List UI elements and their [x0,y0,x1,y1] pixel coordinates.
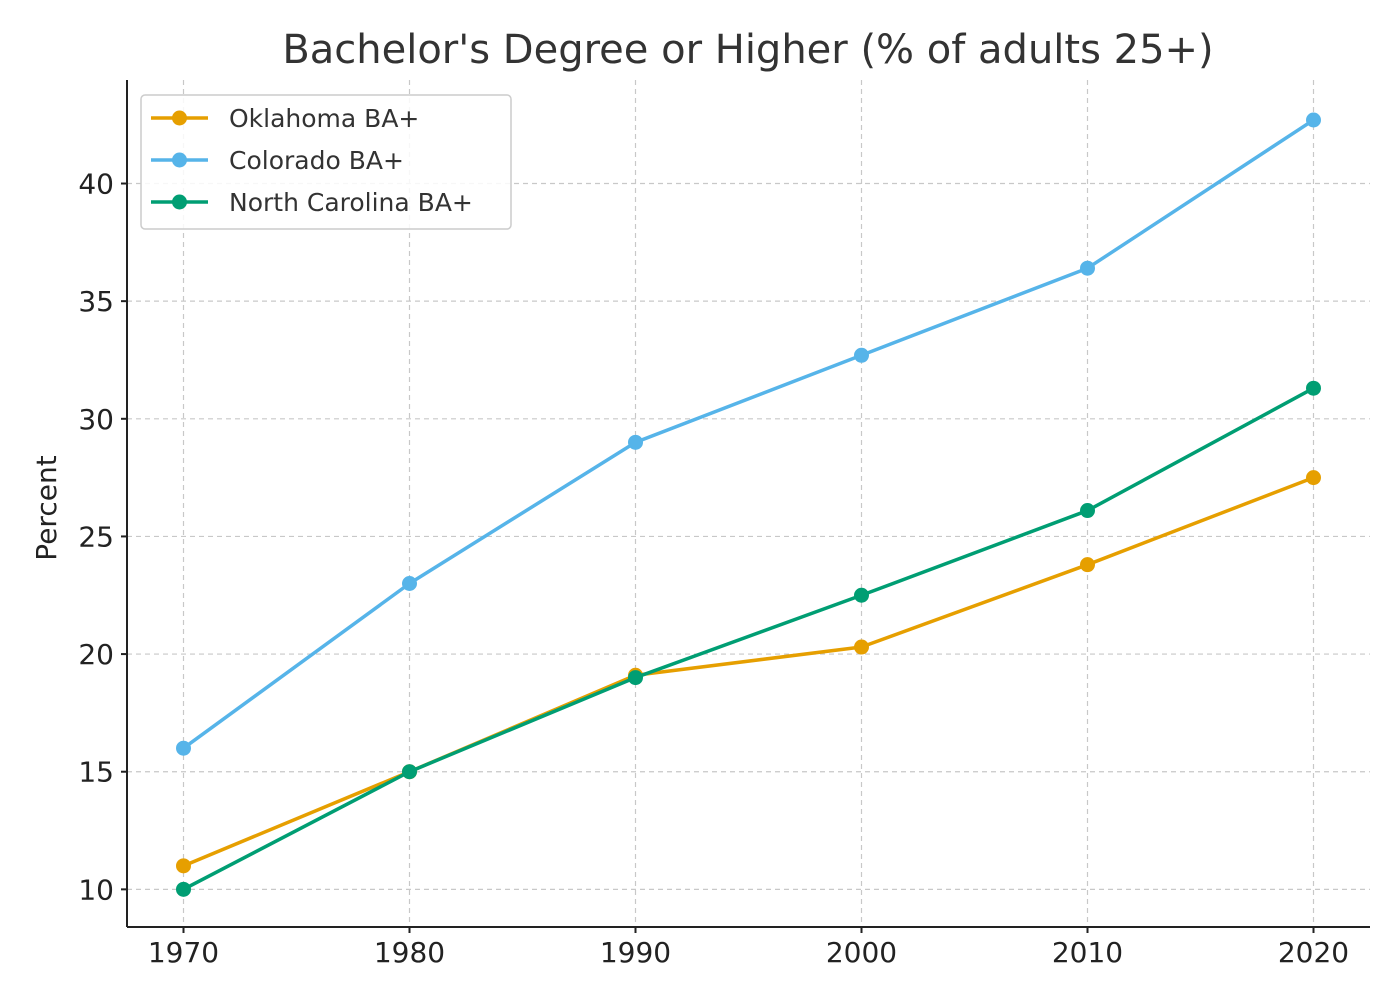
y-tick-label: 15 [78,756,114,789]
y-tick-label: 35 [78,285,114,318]
series-line [182,118,1315,750]
legend-label: Colorado BA+ [229,146,404,175]
data-point [1306,380,1321,396]
axes [126,80,1370,928]
x-tick-label: 1980 [374,936,445,969]
data-point [1306,470,1321,486]
series-line [182,475,1315,868]
data-point [854,587,869,603]
series-lines [176,112,1321,897]
series-oklahoma-ba [176,470,1321,874]
legend-marker [172,152,187,168]
x-tick-label: 2020 [1278,936,1349,969]
x-tick-label: 1970 [148,936,219,969]
data-point [1080,557,1095,573]
data-point [1306,112,1321,128]
x-tick-label: 2000 [826,936,897,969]
series-north-carolina-ba [176,380,1321,897]
legend-label: North Carolina BA+ [229,188,473,217]
x-tick-label: 1990 [600,936,671,969]
series-colorado-ba [176,112,1321,756]
data-point [176,858,191,874]
data-point [402,575,417,591]
y-tick-label: 30 [78,403,114,436]
legend-marker [172,110,187,126]
legend-label: Oklahoma BA+ [229,104,419,133]
data-point [1080,260,1095,276]
data-point [854,347,869,363]
series-line [182,386,1315,891]
y-tick-label: 40 [78,168,114,201]
legend-box [140,94,512,230]
data-point [628,670,643,686]
y-tick-label: 25 [78,520,114,553]
legend: Oklahoma BA+ Colorado BA+ North Carolina B… [140,94,512,230]
data-point [854,639,869,655]
chart-title: Bachelor's Degree or Higher (% of adults… [282,27,1213,73]
tick-labels: 1970 1980 1990 2000 2010 2020 10 15 20 25 30 35 40 [78,168,1349,969]
data-point [176,740,191,756]
x-tick-label: 2010 [1052,936,1123,969]
y-tick-label: 10 [78,873,114,906]
data-point [176,881,191,897]
data-point [628,434,643,450]
data-point [402,764,417,780]
y-tick-label: 20 [78,638,114,671]
y-axis-label: Percent [30,455,63,560]
data-point [1080,503,1095,519]
legend-marker [172,194,187,210]
